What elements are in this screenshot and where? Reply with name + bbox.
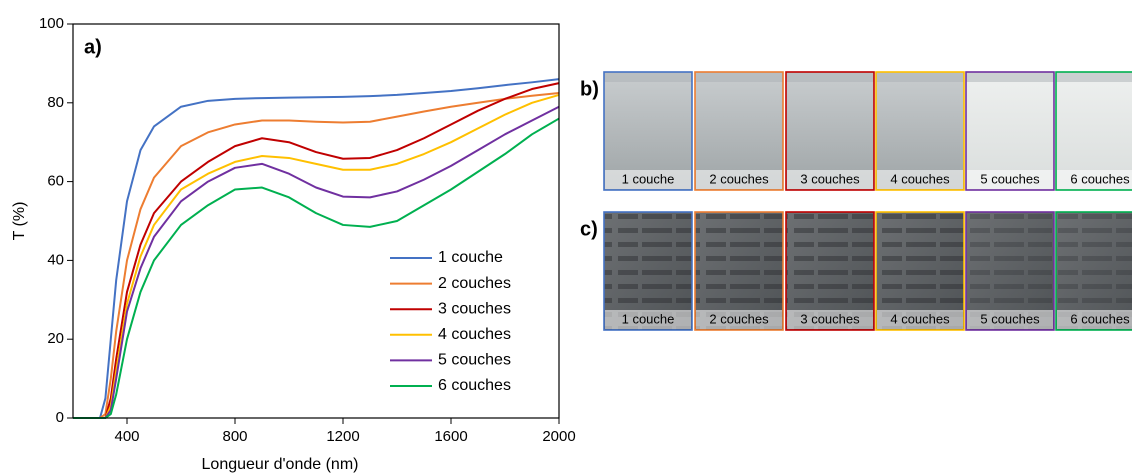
label-band (605, 170, 691, 189)
legend-label: 6 couches (438, 377, 511, 394)
label-band (1057, 170, 1132, 189)
label-band (696, 170, 782, 189)
label-band (787, 310, 873, 329)
tile-label: 4 couches (890, 311, 950, 326)
series-line (73, 105, 560, 419)
tile-label: 3 couches (800, 311, 860, 326)
photo-bg (876, 72, 964, 82)
legend-label: 1 couche (438, 249, 503, 266)
panel-label: b) (580, 78, 599, 100)
tile-border (875, 211, 965, 331)
legend-label: 2 couches (438, 275, 511, 292)
legend-label: 4 couches (438, 326, 511, 343)
x-axis-title: Longueur d'onde (nm) (202, 456, 359, 473)
x-tick-label: 1200 (326, 428, 359, 445)
y-tick-label: 100 (39, 15, 64, 32)
tile-label: 2 couches (709, 311, 769, 326)
tile-label: 6 couches (1070, 171, 1130, 186)
tile-border (785, 71, 875, 191)
series-line (73, 91, 560, 419)
x-tick-label: 800 (222, 428, 247, 445)
tile-border (603, 211, 693, 331)
y-axis-title: T (%) (11, 202, 28, 241)
y-tick-label: 0 (56, 409, 64, 426)
photo-bg (604, 72, 692, 82)
tile-label: 5 couches (980, 171, 1040, 186)
label-band (967, 170, 1053, 189)
label-band (877, 310, 963, 329)
legend-label: 5 couches (438, 352, 511, 369)
tile-label: 5 couches (980, 311, 1040, 326)
series-line (73, 117, 560, 419)
tile-border (875, 71, 965, 191)
x-tick-label: 400 (114, 428, 139, 445)
tile-border (1055, 71, 1132, 191)
tile-label: 1 couche (622, 311, 675, 326)
photo-bg (695, 72, 783, 82)
label-band (1057, 310, 1132, 329)
panel-label: a) (84, 36, 102, 58)
photo-bg (966, 72, 1054, 82)
tile-border (785, 211, 875, 331)
series-line (73, 93, 560, 419)
label-band (787, 170, 873, 189)
photo-bg (1056, 72, 1132, 82)
legend-label: 3 couches (438, 300, 511, 317)
label-band (696, 310, 782, 329)
y-tick-label: 60 (47, 173, 64, 190)
label-band (605, 310, 691, 329)
tile-border (603, 71, 693, 191)
tile-border (694, 211, 784, 331)
x-tick-label: 2000 (542, 428, 575, 445)
tile-border (694, 71, 784, 191)
label-band (967, 310, 1053, 329)
series-line (73, 78, 560, 419)
y-tick-label: 80 (47, 94, 64, 111)
photo-bg (786, 72, 874, 82)
y-tick-label: 40 (47, 251, 64, 268)
tile-label: 2 couches (709, 171, 769, 186)
plot-frame (72, 23, 560, 419)
series-line (73, 82, 560, 419)
tile-border (965, 211, 1055, 331)
tile-label: 3 couches (800, 171, 860, 186)
tile-border (1055, 211, 1132, 331)
y-tick-label: 20 (47, 330, 64, 347)
panel-label: c) (580, 218, 598, 240)
tile-label: 1 couche (622, 171, 675, 186)
tile-border (965, 71, 1055, 191)
x-tick-label: 1600 (434, 428, 467, 445)
tile-label: 4 couches (890, 171, 950, 186)
tile-label: 6 couches (1070, 311, 1130, 326)
label-band (877, 170, 963, 189)
